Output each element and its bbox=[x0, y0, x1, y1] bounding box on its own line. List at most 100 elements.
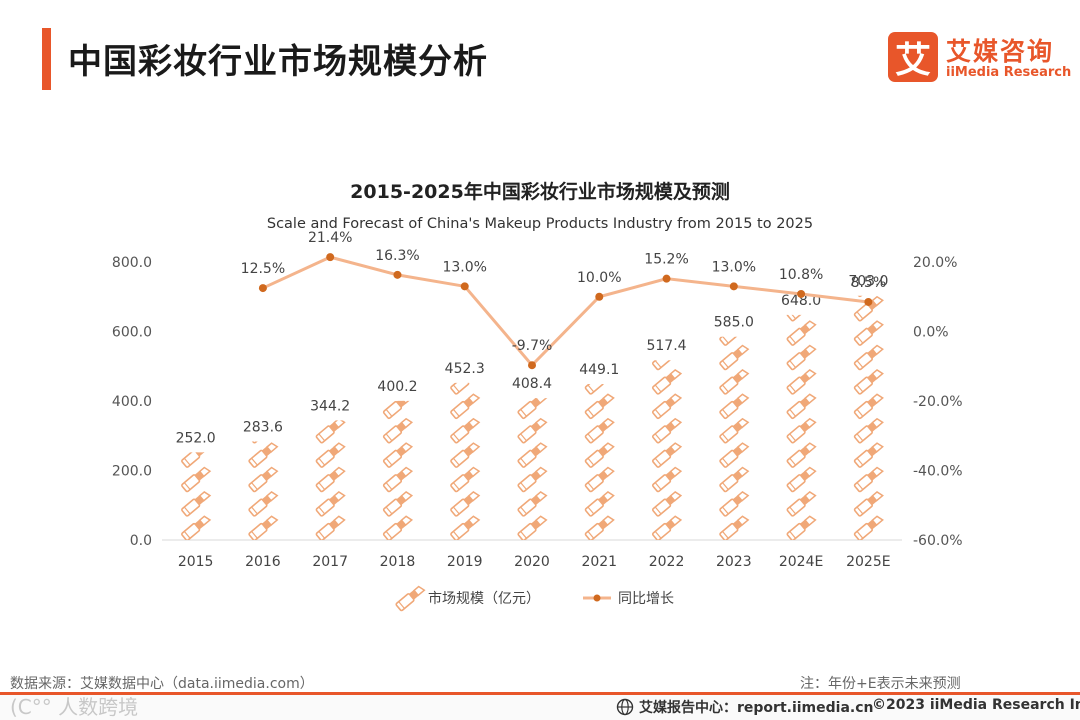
title-accent-bar bbox=[42, 28, 51, 90]
growth-value-label: 13.0% bbox=[712, 259, 756, 275]
growth-point-2019 bbox=[460, 282, 469, 291]
lipstick-icon bbox=[382, 400, 414, 420]
left-axis-tick: 200.0 bbox=[112, 464, 152, 480]
bar-value-label: 585.0 bbox=[714, 315, 754, 331]
left-axis-tick: 400.0 bbox=[112, 394, 152, 410]
lipstick-icon bbox=[853, 417, 884, 444]
bar-2023 bbox=[719, 336, 750, 540]
lipstick-icon bbox=[517, 417, 548, 444]
lipstick-icon bbox=[584, 393, 615, 420]
lipstick-icon bbox=[719, 393, 750, 420]
lipstick-icon bbox=[181, 466, 212, 493]
legend-bar-label: 市场规模（亿元） bbox=[428, 590, 540, 607]
lipstick-icon bbox=[181, 452, 212, 468]
lipstick-icon bbox=[719, 344, 750, 371]
growth-value-label: 10.0% bbox=[577, 270, 621, 286]
growth-point-2021 bbox=[595, 292, 604, 301]
bar-value-label: 452.3 bbox=[445, 361, 485, 377]
growth-point-2018 bbox=[393, 270, 402, 279]
growth-point-2023 bbox=[729, 282, 738, 291]
growth-point-2017 bbox=[326, 253, 335, 262]
copyright: ©2023 iiMedia Research Inc bbox=[872, 697, 1080, 713]
growth-point-2016 bbox=[258, 284, 267, 293]
x-axis-tick: 2021 bbox=[581, 554, 617, 570]
lipstick-icon bbox=[719, 466, 750, 493]
lipstick-icon bbox=[786, 515, 817, 540]
lipstick-icon bbox=[786, 393, 817, 420]
globe-icon bbox=[616, 698, 634, 716]
lipstick-icon bbox=[853, 515, 884, 540]
lipstick-icon bbox=[450, 491, 481, 517]
bar-2016 bbox=[248, 441, 279, 541]
lipstick-icon bbox=[382, 442, 414, 468]
lipstick-icon bbox=[719, 491, 750, 517]
chart-title: 2015-2025年中国彩妆行业市场规模及预测 bbox=[350, 180, 730, 203]
bar-2024E bbox=[786, 314, 817, 540]
bar-2021 bbox=[584, 383, 615, 540]
lipstick-icon bbox=[315, 491, 346, 517]
lipstick-icon bbox=[651, 369, 683, 395]
growth-point-2022 bbox=[662, 274, 671, 283]
bar-value-label: 517.4 bbox=[646, 338, 686, 354]
legend-line-marker bbox=[593, 594, 601, 602]
growth-value-label: 13.0% bbox=[442, 259, 486, 275]
logo-mark: 艾 bbox=[888, 32, 938, 82]
lipstick-icon bbox=[382, 417, 414, 444]
lipstick-icon bbox=[786, 314, 806, 322]
data-source-note: 数据来源：艾媒数据中心（data.iimedia.com） bbox=[10, 676, 314, 692]
lipstick-icon bbox=[719, 515, 750, 540]
lipstick-icon bbox=[584, 515, 615, 540]
lipstick-icon bbox=[584, 442, 615, 468]
growth-value-label: 21.4% bbox=[308, 230, 352, 246]
lipstick-icon bbox=[719, 369, 750, 395]
lipstick-icon bbox=[181, 515, 212, 540]
bar-value-label: 283.6 bbox=[243, 419, 283, 435]
lipstick-icon bbox=[248, 466, 279, 493]
lipstick-icon bbox=[248, 442, 279, 468]
lipstick-icon bbox=[315, 442, 346, 468]
lipstick-icon bbox=[651, 360, 672, 371]
x-axis-tick: 2018 bbox=[380, 554, 416, 570]
lipstick-icon bbox=[719, 336, 739, 346]
legend-bar-icon bbox=[395, 585, 426, 612]
bar-2017 bbox=[315, 420, 346, 540]
lipstick-icon bbox=[786, 442, 817, 468]
growth-line bbox=[262, 255, 869, 368]
growth-point-2025E bbox=[864, 297, 873, 306]
lipstick-icon bbox=[517, 442, 548, 468]
bar-value-label: 648.0 bbox=[781, 293, 821, 309]
growth-value-label: 15.2% bbox=[644, 252, 688, 268]
bar-value-label: 408.4 bbox=[512, 376, 552, 392]
bar-2015 bbox=[181, 452, 212, 540]
forecast-note: 注：年份+E表示未来预测 bbox=[800, 676, 961, 692]
bar-value-label: 344.2 bbox=[310, 398, 350, 414]
logo-chinese-name: 艾媒咨询 bbox=[946, 37, 1055, 66]
right-axis-tick: 0.0% bbox=[913, 325, 949, 341]
lipstick-icon bbox=[382, 491, 414, 517]
bar-2020 bbox=[517, 398, 548, 540]
x-axis-tick: 2023 bbox=[716, 554, 752, 570]
page-title: 中国彩妆行业市场规模分析 bbox=[68, 42, 488, 82]
lipstick-icon bbox=[786, 344, 817, 371]
lipstick-icon bbox=[853, 320, 884, 346]
growth-value-label: -9.7% bbox=[512, 338, 553, 354]
lipstick-icon bbox=[450, 515, 481, 540]
left-axis-tick: 800.0 bbox=[112, 255, 152, 271]
legend-line-label: 同比增长 bbox=[618, 591, 674, 607]
bar-2018 bbox=[382, 400, 414, 541]
lipstick-icon bbox=[248, 515, 279, 541]
lipstick-icon bbox=[651, 466, 683, 493]
x-axis-tick: 2016 bbox=[245, 554, 281, 570]
growth-point-2020 bbox=[528, 361, 536, 370]
growth-value-label: 10.8% bbox=[779, 267, 823, 283]
lipstick-icon bbox=[719, 442, 750, 468]
report-center-link[interactable]: 艾媒报告中心：report.iimedia.cn bbox=[639, 700, 874, 716]
growth-point-2024E bbox=[797, 289, 806, 298]
lipstick-icon bbox=[651, 393, 683, 420]
right-axis-tick: -60.0% bbox=[913, 533, 963, 549]
lipstick-icon bbox=[450, 382, 474, 395]
right-axis-tick: -40.0% bbox=[913, 464, 963, 480]
lipstick-icon bbox=[786, 369, 817, 395]
lipstick-icon bbox=[517, 491, 548, 517]
